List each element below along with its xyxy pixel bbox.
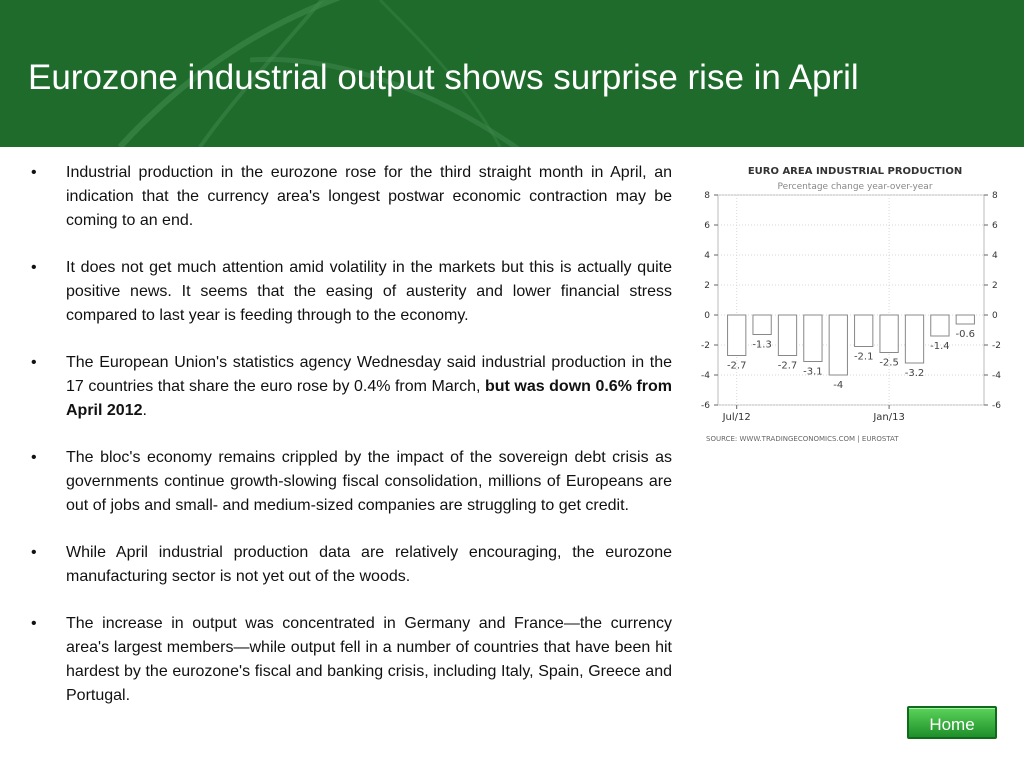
y-tick-label-right: 0 <box>992 311 998 321</box>
chart-source: SOURCE: WWW.TRADINGECONOMICS.COM | EUROS… <box>706 435 899 443</box>
y-tick-label-left: 2 <box>704 281 710 291</box>
y-tick-label-left: 4 <box>704 251 710 261</box>
y-tick-label-right: 8 <box>992 191 998 201</box>
data-label: -4 <box>833 380 843 391</box>
header-decoration <box>117 0 521 147</box>
chart-bar <box>803 314 823 362</box>
chart-bar <box>752 314 772 335</box>
chart-title: EURO AREA INDUSTRIAL PRODUCTION <box>748 166 962 177</box>
x-tick-label: Jul/12 <box>722 412 751 423</box>
data-label: -1.4 <box>930 341 950 352</box>
data-label: -0.6 <box>956 329 976 340</box>
data-label: -1.3 <box>752 340 772 351</box>
y-tick-label-left: -4 <box>701 371 710 381</box>
chart-bar <box>930 314 950 337</box>
slide-header: Eurozone industrial output shows surpris… <box>0 0 1024 147</box>
bullet-item: The bloc's economy remains crippled by t… <box>28 446 672 518</box>
slide-title: Eurozone industrial output shows surpris… <box>28 58 859 97</box>
bullet-list: Industrial production in the eurozone ro… <box>28 161 672 731</box>
y-tick-label-left: 0 <box>704 311 710 321</box>
data-label: -3.2 <box>905 368 925 379</box>
y-tick-label-left: -6 <box>701 401 710 411</box>
data-label: -2.7 <box>778 361 798 372</box>
data-label: -2.5 <box>879 358 899 369</box>
bullet-item: While April industrial production data a… <box>28 541 672 589</box>
y-tick-label-right: 4 <box>992 251 998 261</box>
chart-bar <box>879 314 899 353</box>
bullet-bold-text: but was down 0.6% from April 2012 <box>66 378 673 419</box>
y-tick-label-left: -2 <box>701 341 710 351</box>
y-tick-label-right: -6 <box>992 401 1001 411</box>
y-tick-label-left: 6 <box>704 221 710 231</box>
bullet-item: Industrial production in the eurozone ro… <box>28 161 672 233</box>
chart-svg: EURO AREA INDUSTRIAL PRODUCTION Percenta… <box>701 166 1001 443</box>
chart-bar <box>904 314 925 364</box>
y-tick-label-right: 6 <box>992 221 998 231</box>
home-button[interactable]: Home <box>907 706 997 739</box>
bullet-text: The European Union's statistics agency W… <box>66 354 672 395</box>
data-label: -3.1 <box>803 367 823 378</box>
data-label: -2.7 <box>727 361 747 372</box>
chart-bar <box>854 314 874 347</box>
chart-subtitle: Percentage change year-over-year <box>777 182 932 192</box>
plot-area <box>717 194 985 406</box>
y-tick-label-right: -2 <box>992 341 1001 351</box>
bullet-suffix: . <box>142 402 147 419</box>
data-label: -2.1 <box>854 352 874 363</box>
chart-bar <box>727 314 747 356</box>
x-tick-label: Jan/13 <box>872 412 905 423</box>
bullet-item: The European Union's statistics agency W… <box>28 351 672 423</box>
industrial-production-chart: EURO AREA INDUSTRIAL PRODUCTION Percenta… <box>700 160 1010 450</box>
y-tick-label-right: -4 <box>992 371 1001 381</box>
chart-bar <box>777 314 798 356</box>
chart-bar <box>955 314 975 325</box>
y-tick-label-right: 2 <box>992 281 998 291</box>
bullet-item: It does not get much attention amid vola… <box>28 256 672 328</box>
y-tick-label-left: 8 <box>704 191 710 201</box>
chart-bar <box>828 314 848 376</box>
bullet-item: The increase in output was concentrated … <box>28 612 672 708</box>
